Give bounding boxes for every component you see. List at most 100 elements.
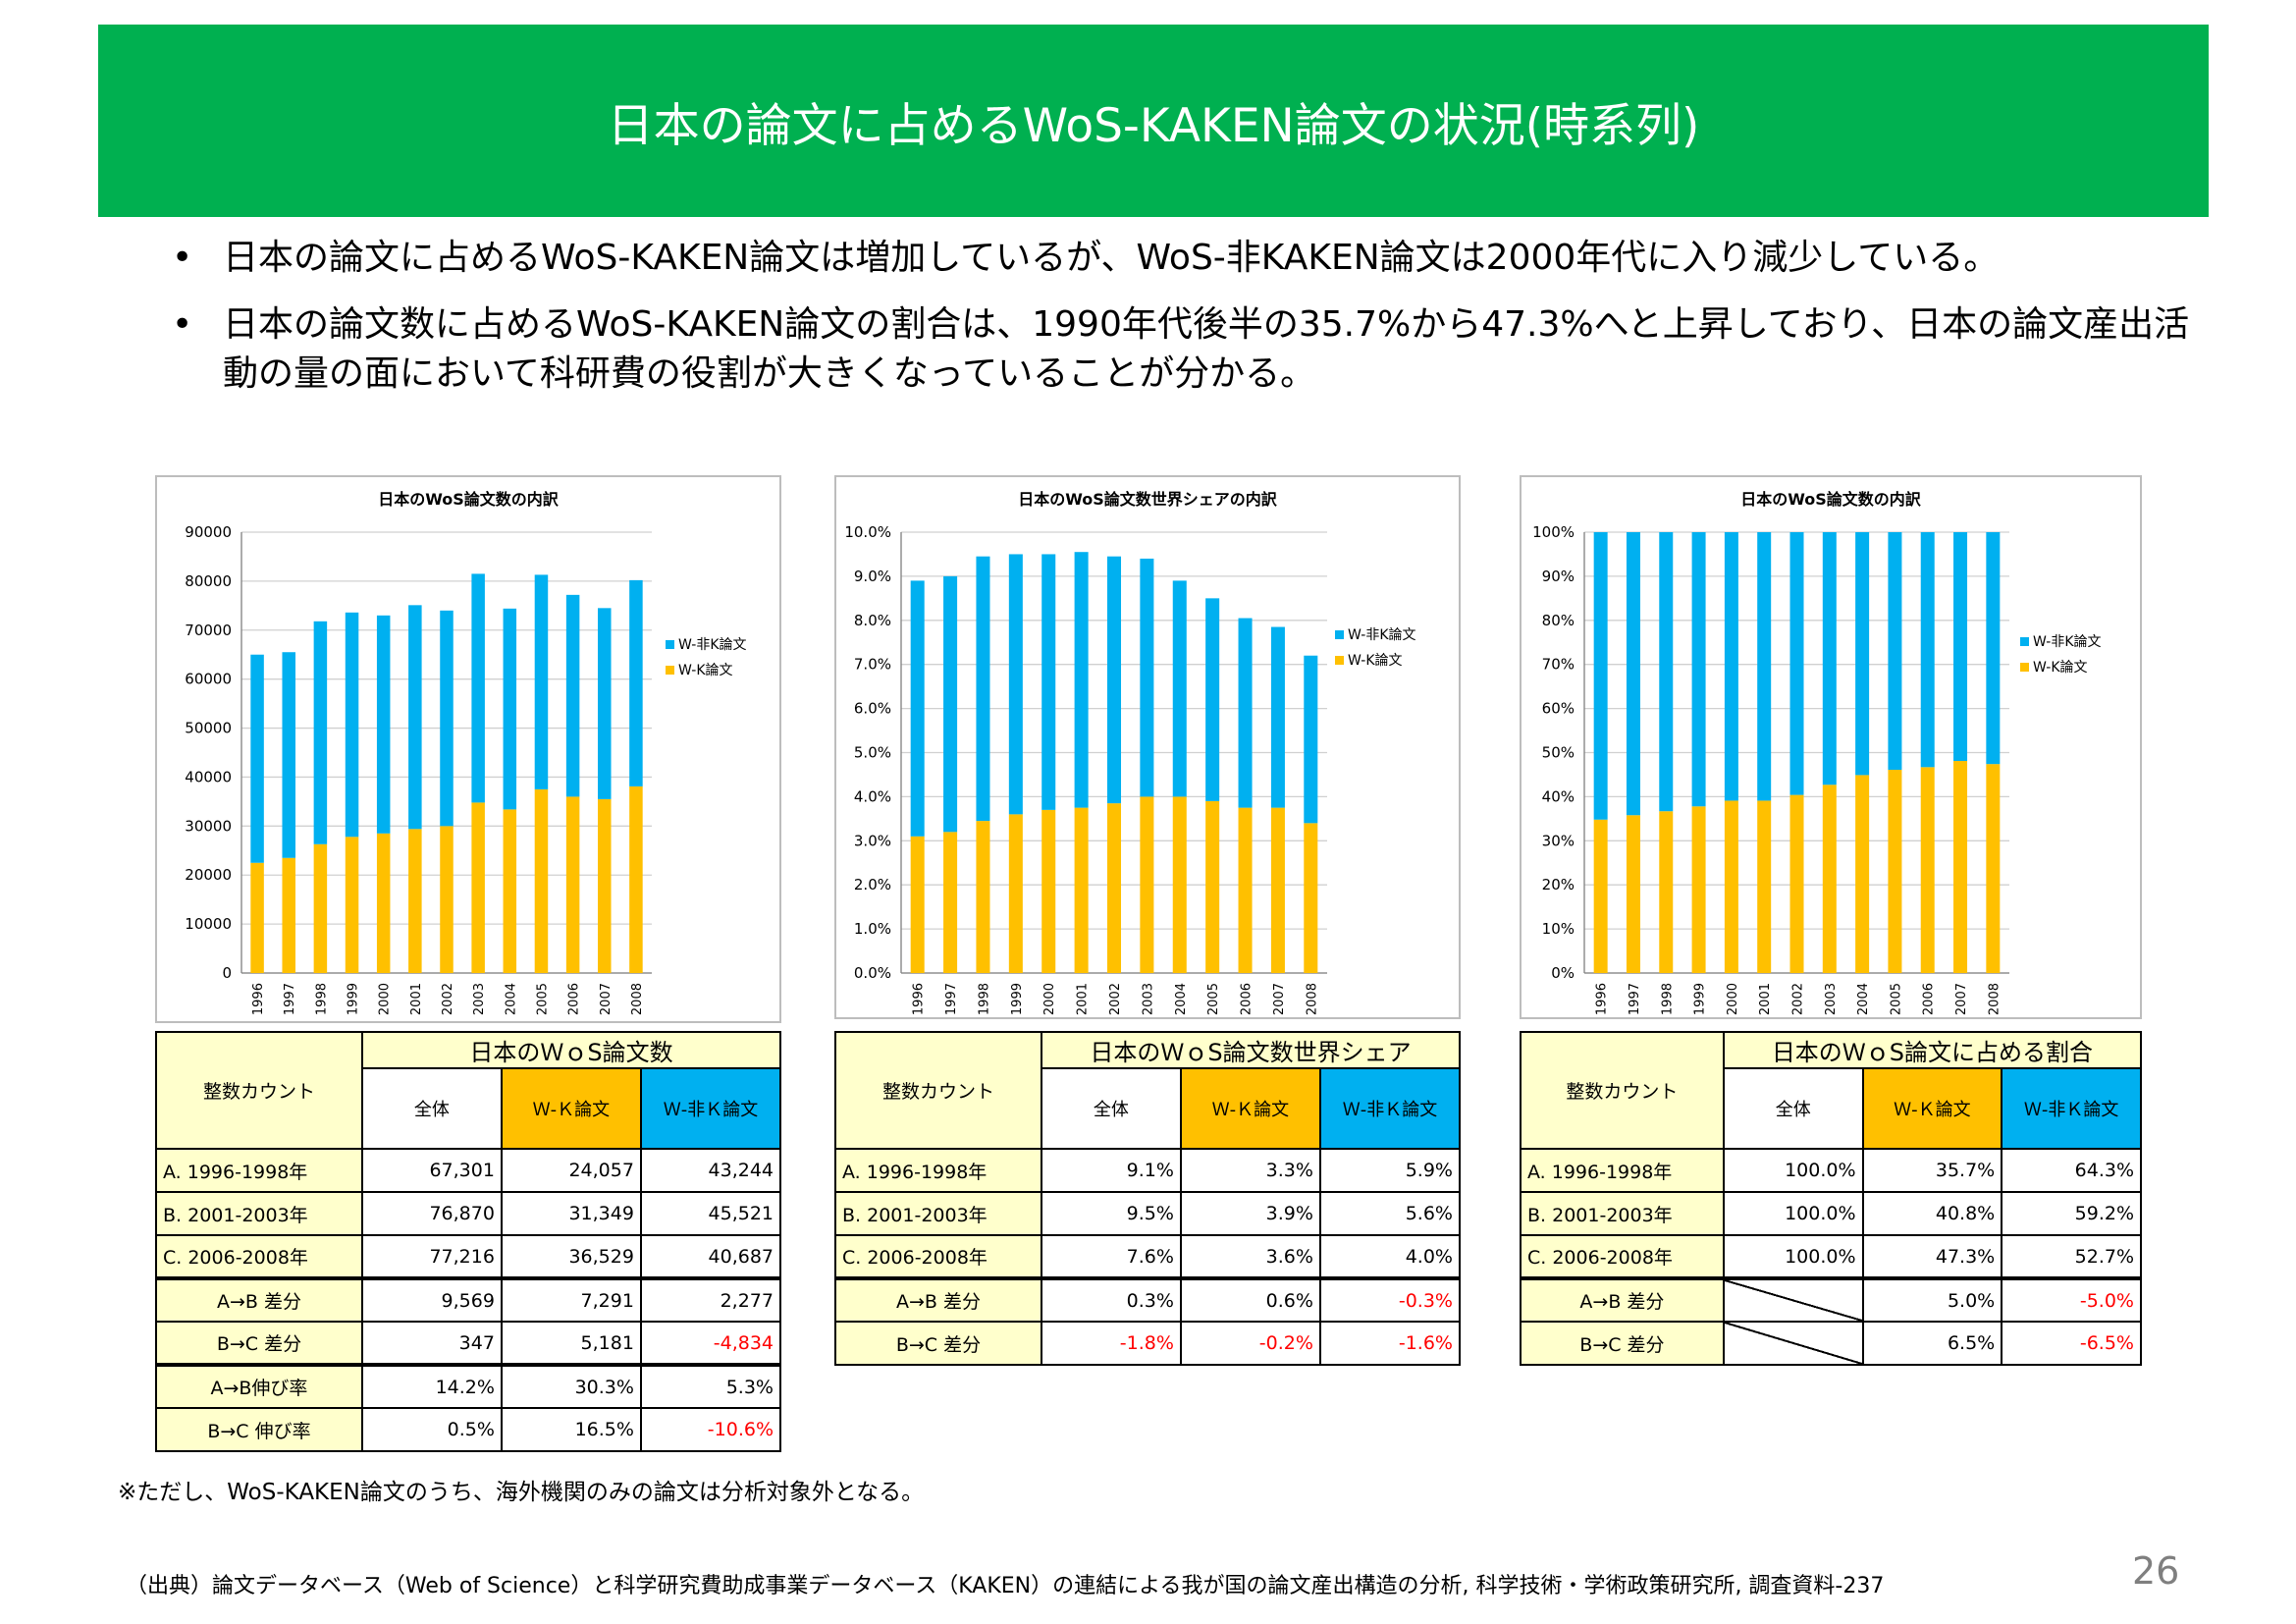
- table-cell: 43,244: [639, 1148, 782, 1193]
- table-row: B. 2001-2003年 9.5% 3.9% 5.6%: [834, 1191, 1462, 1236]
- x-tick-label: 2002: [441, 983, 455, 1015]
- bar-wk-1998: [1659, 811, 1674, 973]
- x-tick-label: 1996: [1595, 983, 1610, 1015]
- table-cell: 7,291: [500, 1276, 642, 1323]
- table-cell: 14.2%: [360, 1363, 503, 1409]
- legend-swatch: [666, 640, 674, 649]
- table-title: 日本のＷｏS論文数: [360, 1031, 782, 1069]
- table-cell: 9,569: [360, 1276, 503, 1323]
- bar-wk-2008: [1986, 764, 2001, 973]
- y-tick-label: 2.0%: [854, 876, 891, 893]
- table-column-header-row: 全体 Ｗ-Ｋ論文 Ｗ-非Ｋ論文: [835, 1067, 1462, 1150]
- bar-nk-2005: [1205, 598, 1220, 801]
- row-label: A. 1996-1998年: [1520, 1148, 1725, 1193]
- chart-share-ratio: 日本のWoS論文数の内訳 0% 10% 20% 30% 40% 50% 60% 70% 80% 90…: [1520, 475, 2142, 1019]
- x-tick-label: 2006: [1240, 983, 1255, 1015]
- bar-wk-2000: [1041, 809, 1056, 973]
- y-tick-label: 40%: [1542, 787, 1575, 805]
- bar-wk-2002: [440, 826, 454, 973]
- bar-wk-1997: [1626, 815, 1640, 973]
- x-tick-label: 2005: [535, 983, 550, 1015]
- x-tick-label: 1999: [1693, 983, 1708, 1015]
- y-tick-label: 80000: [185, 572, 232, 590]
- bar-wk-2004: [1855, 775, 1870, 973]
- table-cell: -0.3%: [1318, 1276, 1462, 1323]
- table-cell: 30.3%: [500, 1363, 642, 1409]
- bullet-dot-icon: •: [172, 238, 193, 278]
- bullet-list: • 日本の論文に占めるWoS-KAKEN論文は増加しているが、WoS-非KAKEN…: [172, 234, 2194, 416]
- table-cell: 100.0%: [1722, 1191, 1864, 1236]
- bar-wk-2003: [1140, 796, 1154, 973]
- table-cell: 52.7%: [2001, 1234, 2142, 1279]
- bar-nk-2006: [1238, 618, 1253, 808]
- legend-swatch: [1335, 630, 1344, 639]
- x-tick-label: 2004: [504, 983, 518, 1015]
- legend-label: W-非K論文: [678, 637, 747, 653]
- table-cell: 59.2%: [2001, 1191, 2142, 1236]
- row-label: A→B 差分: [155, 1276, 363, 1323]
- bar-nk-2000: [1724, 532, 1738, 801]
- y-tick-label: 10000: [185, 915, 232, 933]
- bar-wk-2003: [471, 802, 485, 973]
- bar-nk-1998: [313, 621, 328, 844]
- bar-nk-2003: [471, 573, 485, 803]
- legend-swatch: [1335, 656, 1344, 665]
- bar-wk-1998: [313, 843, 328, 973]
- x-tick-label: 1996: [912, 983, 927, 1015]
- table-cell: 40.8%: [1861, 1191, 2003, 1236]
- y-tick-label: 100%: [1532, 523, 1575, 541]
- bullet-item: • 日本の論文に占めるWoS-KAKEN論文は増加しているが、WoS-非KAKEN…: [172, 234, 2194, 283]
- table-cell: 0.3%: [1040, 1276, 1182, 1323]
- bar-nk-2003: [1140, 558, 1154, 797]
- legend-swatch: [2020, 637, 2029, 646]
- column-header-wk: Ｗ-Ｋ論文: [500, 1067, 642, 1150]
- bar-nk-1997: [943, 575, 958, 833]
- source-citation: （出典）論文データベース（Web of Science）と科学研究費助成事業デー…: [126, 1574, 1885, 1598]
- bar-wk-2006: [565, 796, 580, 973]
- bar-wk-2001: [1757, 800, 1772, 973]
- table-cell: 2,277: [639, 1276, 782, 1323]
- table-cell: 5,181: [500, 1321, 642, 1366]
- table-row: B→C 差分 6.5% -6.5%: [1520, 1321, 2142, 1366]
- legend-swatch: [2020, 663, 2029, 672]
- x-tick-label: 2003: [472, 983, 487, 1015]
- row-label: A→B伸び率: [155, 1363, 363, 1409]
- bar-wk-1999: [345, 837, 359, 973]
- legend-label: W-K論文: [2033, 660, 2088, 676]
- y-tick-label: 50%: [1542, 744, 1575, 762]
- bar-wk-2004: [503, 809, 517, 973]
- row-label: A. 1996-1998年: [834, 1148, 1042, 1193]
- table-row: B. 2001-2003年 100.0% 40.8% 59.2%: [1520, 1191, 2142, 1236]
- bar-wk-1996: [250, 862, 264, 973]
- y-tick-label: 40000: [185, 768, 232, 785]
- x-tick-label: 2001: [409, 983, 424, 1015]
- y-tick-label: 60%: [1542, 700, 1575, 718]
- y-tick-label: 60000: [185, 671, 232, 688]
- x-tick-label: 2002: [1791, 983, 1806, 1015]
- table-row: C. 2006-2008年 77,216 36,529 40,687: [155, 1234, 782, 1279]
- row-label: C. 2006-2008年: [1520, 1234, 1725, 1279]
- bar-nk-1997: [1626, 532, 1640, 816]
- x-tick-label: 2003: [1141, 983, 1155, 1015]
- bar-nk-2005: [1888, 532, 1902, 771]
- y-tick-label: 5.0%: [854, 744, 891, 762]
- bullet-dot-icon: •: [172, 304, 193, 345]
- x-tick-label: 2001: [1076, 983, 1091, 1015]
- table-cell: 3.3%: [1179, 1148, 1321, 1193]
- x-tick-label: 2001: [1758, 983, 1773, 1015]
- row-label: B→C 差分: [155, 1321, 363, 1366]
- y-tick-label: 0.0%: [854, 964, 891, 982]
- y-tick-label: 80%: [1542, 612, 1575, 629]
- chart-world-share: 日本のWoS論文数世界シェアの内訳 0.0% 1.0% 2.0% 3.0% 4.0% 5.0…: [834, 475, 1461, 1019]
- bar-nk-1998: [1659, 532, 1674, 812]
- table-column-header-row: 全体 Ｗ-Ｋ論文 Ｗ-非Ｋ論文: [156, 1067, 782, 1150]
- x-tick-label: 1999: [1010, 983, 1025, 1015]
- bar-nk-2004: [1172, 580, 1187, 797]
- legend-label: W-非K論文: [2033, 634, 2102, 650]
- y-tick-label: 7.0%: [854, 656, 891, 674]
- bar-wk-1998: [976, 821, 990, 973]
- bar-nk-2007: [1270, 626, 1285, 808]
- chart-title: 日本のWoS論文数の内訳: [378, 490, 560, 509]
- y-tick-label: 10.0%: [844, 523, 891, 541]
- row-label: A→B 差分: [834, 1276, 1042, 1323]
